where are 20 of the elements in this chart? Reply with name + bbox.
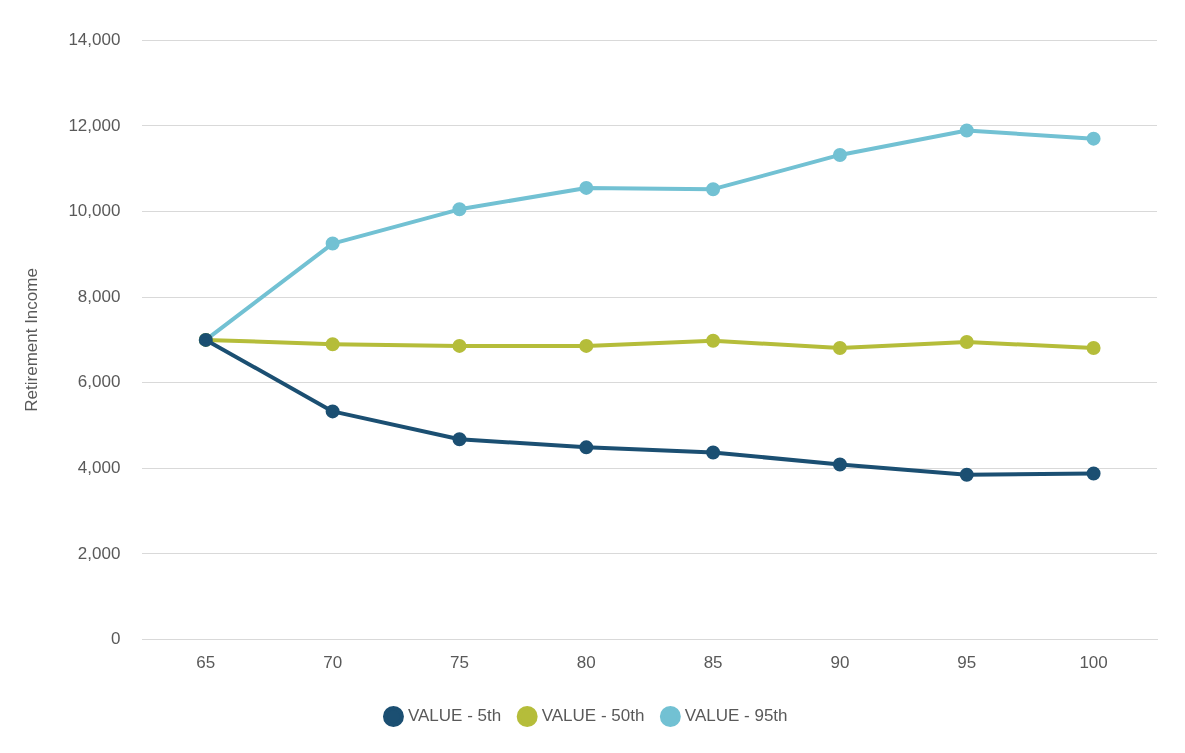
y-tick-label: 2,000 [77,543,121,563]
x-tick-label: 90 [830,653,850,673]
legend-label: VALUE - 50th [541,706,645,726]
y-axis-title: Retirement Income [21,268,41,412]
y-tick-label: 0 [110,629,121,649]
legend-label: VALUE - 95th [684,706,788,726]
x-tick-label: 80 [576,653,596,673]
legend-label: VALUE - 5th [407,706,502,726]
x-tick-label: 85 [703,653,723,673]
y-tick-label: 10,000 [68,201,121,221]
y-tick-label: 8,000 [77,286,121,306]
x-tick-label: 100 [1079,653,1108,673]
y-tick-label: 4,000 [77,458,121,478]
y-tick-label: 6,000 [77,372,121,392]
y-tick-label: 14,000 [68,29,121,49]
x-tick-label: 75 [450,653,469,673]
x-tick-label: 95 [957,653,977,673]
x-tick-label: 70 [323,653,343,673]
x-tick-label: 65 [196,653,216,673]
y-tick-label: 12,000 [68,115,121,135]
